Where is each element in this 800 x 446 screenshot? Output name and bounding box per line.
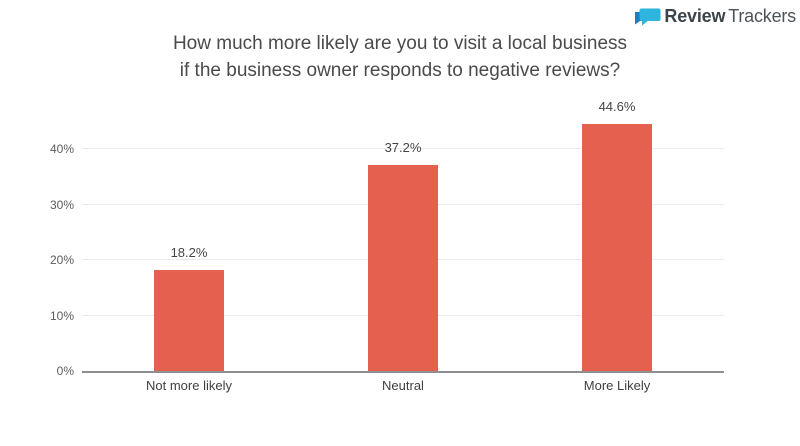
ytick-label-30%: 30% [49,197,74,212]
reviewtrackers-logo: Review Trackers [634,6,796,26]
logo-text-trackers: Trackers [728,6,796,26]
chart-title: How much more likely are you to visit a … [0,30,800,84]
value-label-44.6%: 44.6% [598,98,636,114]
logo-text-review: Review [664,6,726,26]
bar-more-likely [582,123,652,371]
ytick-label-0%: 0% [56,364,74,378]
bar-neutral [368,164,438,371]
ytick-label-40%: 40% [49,142,74,157]
category-label-more-likely: More Likely [583,378,651,393]
category-label-neutral: Neutral [382,378,424,393]
ytick-label-20%: 20% [49,253,74,268]
chart-title-line2: if the business owner responds to negati… [179,60,621,81]
value-label-18.2%: 18.2% [170,245,208,261]
ytick-label-10%: 10% [49,308,74,323]
chat-bubble-icon [635,8,661,26]
category-label-not-more-likely: Not more likely [146,378,232,393]
gridline-40% [82,148,724,150]
bar-not-more-likely [154,270,224,371]
plot-area: 0% 10% 20% 30% 40% 18.2% Not more likely 37.2% N… [50,99,724,393]
chart-title-line1: How much more likely are you to visit a … [172,33,628,54]
value-label-37.2%: 37.2% [384,139,422,155]
